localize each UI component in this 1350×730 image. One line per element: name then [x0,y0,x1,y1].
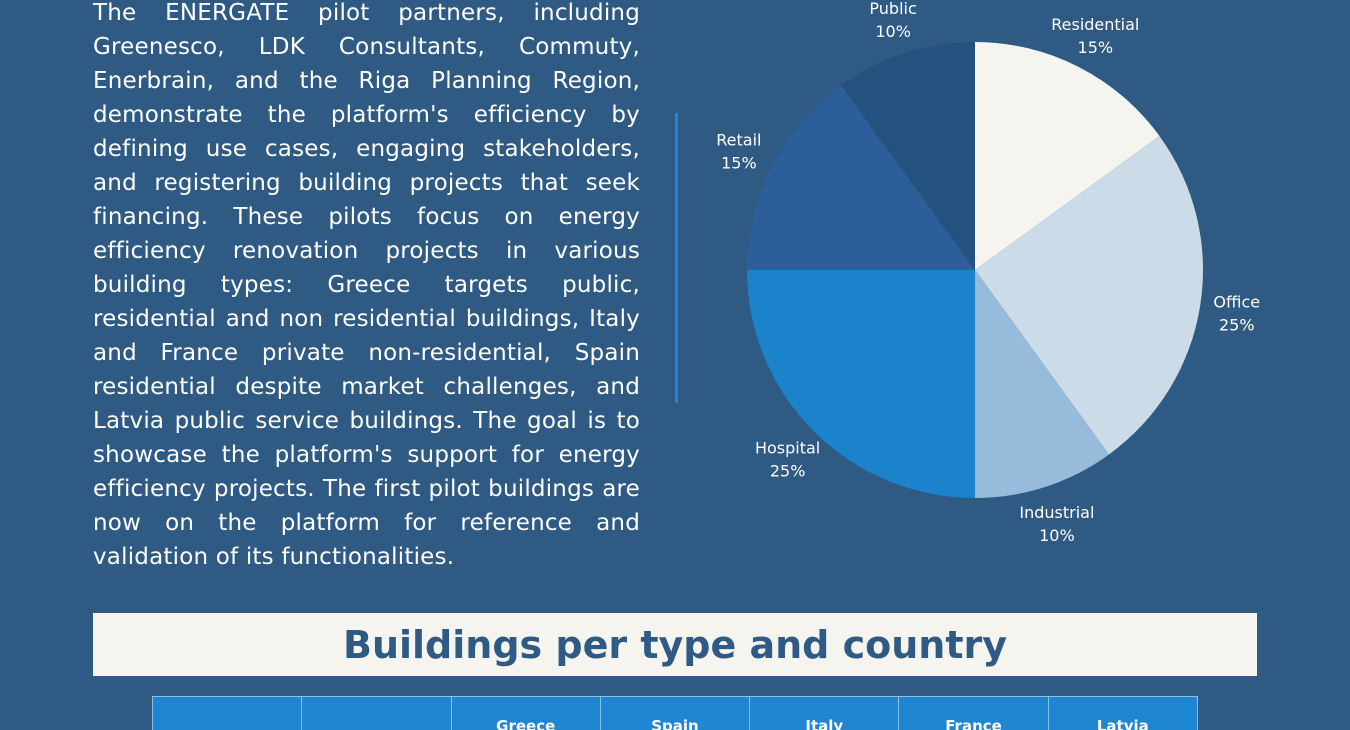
pie-chart: Residential 15% Office 25% Industrial 10% Hosp… [690,0,1330,560]
table-header-cell: Latvia [1048,696,1198,730]
slice-label-hospital: Hospital [755,438,820,457]
slice-label-retail: Retail [716,131,761,150]
slice-label-residential: Residential [1051,15,1139,34]
pie-chart-svg: Residential 15% Office 25% Industrial 10% Hosp… [716,0,1260,545]
pie-slice-hospital [747,270,975,498]
pie-slice-retail [747,85,975,270]
slice-value-residential: 15% [1078,38,1114,57]
slice-label-office: Office [1213,292,1260,311]
slice-value-public: 10% [875,22,911,41]
section-title: Buildings per type and country [342,622,1008,667]
table-header-cell: Greece [451,696,601,730]
pie-slice-office [975,135,1203,455]
section-title-banner: Buildings per type and country [93,613,1257,676]
slice-value-industrial: 10% [1039,526,1075,545]
slice-value-hospital: 25% [770,461,806,480]
vertical-divider [675,113,678,403]
table-header-cell: Italy [750,696,900,730]
slice-label-public: Public [869,0,916,18]
slice-value-retail: 15% [721,154,757,173]
table-header-cell: France [899,696,1049,730]
pie-slice-public [840,42,975,270]
intro-paragraph: The ENERGATE pilot partners, including G… [93,0,640,570]
table-header-cell: Spain [600,696,751,730]
slice-value-office: 25% [1219,315,1255,334]
pie-slice-industrial [975,270,1110,498]
table-header-cell [152,696,303,730]
pie-slice-residential [975,42,1160,270]
table-header-cell [302,696,452,730]
slice-label-industrial: Industrial [1019,503,1094,522]
buildings-table-header: Greece Spain Italy France Latvia [152,696,1198,730]
